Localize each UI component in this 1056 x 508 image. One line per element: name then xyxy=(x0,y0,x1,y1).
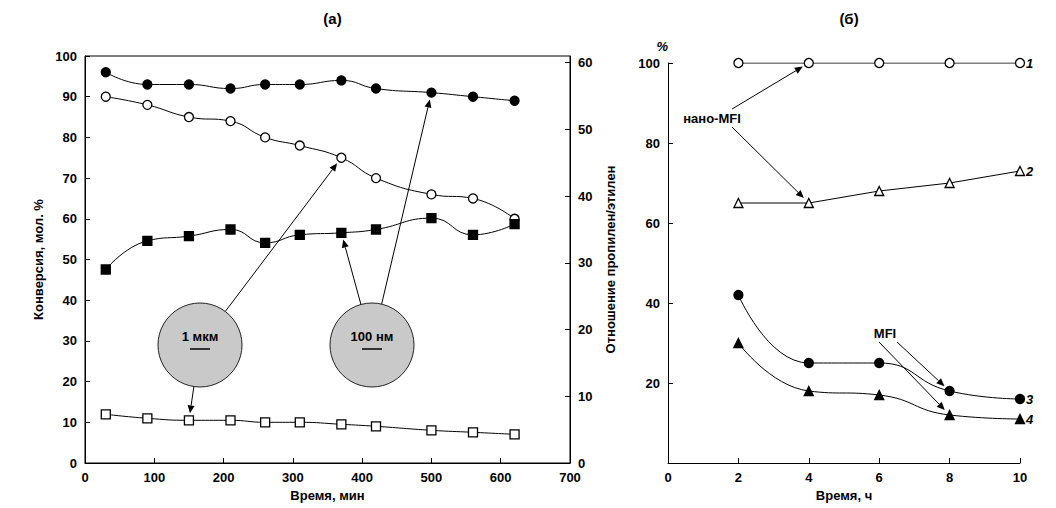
svg-text:100: 100 xyxy=(55,49,77,64)
svg-text:600: 600 xyxy=(490,470,512,485)
svg-text:Отношение пропилен/этилен: Отношение пропилен/этилен xyxy=(603,166,618,354)
svg-text:4: 4 xyxy=(1025,412,1034,427)
svg-text:Время, ч: Время, ч xyxy=(816,488,872,503)
svg-text:6: 6 xyxy=(876,470,883,485)
svg-text:60: 60 xyxy=(646,216,660,231)
svg-text:20: 20 xyxy=(63,374,77,389)
svg-text:10: 10 xyxy=(63,415,77,430)
svg-text:10: 10 xyxy=(578,389,592,404)
svg-text:60: 60 xyxy=(63,211,77,226)
svg-text:2: 2 xyxy=(1025,164,1034,179)
svg-text:1 мкм: 1 мкм xyxy=(182,329,219,344)
svg-text:(а): (а) xyxy=(323,10,341,27)
svg-text:1: 1 xyxy=(1026,56,1033,71)
svg-text:80: 80 xyxy=(646,136,660,151)
svg-text:0: 0 xyxy=(70,456,77,471)
svg-text:50: 50 xyxy=(578,122,592,137)
svg-text:3: 3 xyxy=(1026,392,1034,407)
svg-text:70: 70 xyxy=(63,171,77,186)
svg-text:100: 100 xyxy=(638,56,660,71)
svg-text:нано-MFI: нано-MFI xyxy=(683,111,741,126)
svg-text:500: 500 xyxy=(421,470,443,485)
svg-text:%: % xyxy=(656,39,668,54)
svg-text:100: 100 xyxy=(143,470,165,485)
svg-text:40: 40 xyxy=(63,293,77,308)
svg-text:Время, мин: Время, мин xyxy=(290,488,364,503)
svg-text:MFI: MFI xyxy=(874,326,896,341)
svg-text:80: 80 xyxy=(63,130,77,145)
svg-text:(б): (б) xyxy=(839,10,858,27)
svg-text:4: 4 xyxy=(805,470,813,485)
svg-text:100 нм: 100 нм xyxy=(351,329,394,344)
svg-text:Конверсия, мол. %: Конверсия, мол. % xyxy=(31,199,46,320)
svg-text:200: 200 xyxy=(213,470,235,485)
svg-text:20: 20 xyxy=(578,322,592,337)
svg-text:700: 700 xyxy=(559,470,581,485)
svg-text:2: 2 xyxy=(735,470,742,485)
svg-text:30: 30 xyxy=(578,255,592,270)
svg-text:0: 0 xyxy=(578,456,585,471)
svg-text:90: 90 xyxy=(63,89,77,104)
svg-text:50: 50 xyxy=(63,252,77,267)
svg-text:20: 20 xyxy=(646,376,660,391)
svg-text:30: 30 xyxy=(63,333,77,348)
svg-text:0: 0 xyxy=(81,470,88,485)
svg-text:60: 60 xyxy=(578,55,592,70)
svg-text:300: 300 xyxy=(282,470,304,485)
svg-text:40: 40 xyxy=(578,189,592,204)
svg-text:0: 0 xyxy=(664,470,671,485)
svg-text:400: 400 xyxy=(351,470,373,485)
svg-text:40: 40 xyxy=(646,296,660,311)
svg-text:8: 8 xyxy=(946,470,953,485)
svg-text:10: 10 xyxy=(1013,470,1027,485)
